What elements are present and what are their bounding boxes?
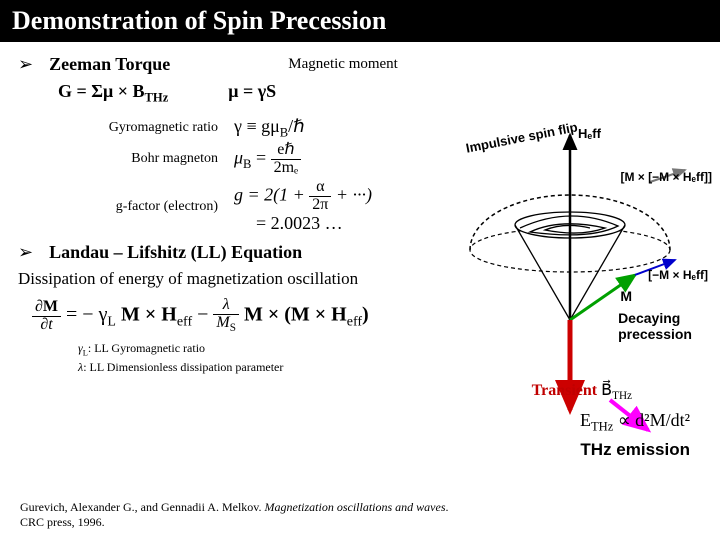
magmoment-eq: μ = γS [228, 81, 276, 106]
gyro-label: Gyromagnetic ratio [18, 120, 234, 136]
bohr-eq: μB = eℏ2mₑ [234, 142, 301, 177]
m-label: M [620, 288, 632, 304]
annot1: [M × [−M × Hₑff]] [620, 170, 712, 184]
gfactor-eq: g = 2(1 + α2π + ···) = 2.0023 … [234, 179, 372, 235]
gyro-eq: γ ≡ gμB/ℏ [234, 116, 305, 141]
slide-title: Demonstration of Spin Precession [0, 0, 720, 42]
transient-label: Transient B⃗THz [532, 380, 632, 402]
heff-label: Hₑff [578, 126, 602, 141]
ethz-eq: ETHz ∝ d²M/dt² [580, 410, 690, 435]
bullet-icon: ➢ [18, 54, 33, 75]
annot2: [−M × Hₑff] [648, 268, 708, 282]
zeeman-title: Zeeman Torque [49, 54, 170, 75]
ll-title: Landau – Lifshitz (LL) Equation [49, 242, 302, 263]
bohr-label: Bohr magneton [18, 151, 234, 167]
decaying-label: Decayingprecession [618, 310, 692, 342]
bullet-icon: ➢ [18, 242, 33, 263]
torque-eq: G = Σμ × BTHz [58, 81, 168, 106]
gfactor-label: g-factor (electron) [18, 199, 234, 215]
thz-emission-label: THz emission [580, 440, 690, 460]
magmoment-label: Magnetic moment [288, 56, 398, 73]
citation: Gurevich, Alexander G., and Gennadii A. … [20, 500, 460, 530]
zeeman-row: ➢ Zeeman Torque Magnetic moment [18, 54, 702, 75]
